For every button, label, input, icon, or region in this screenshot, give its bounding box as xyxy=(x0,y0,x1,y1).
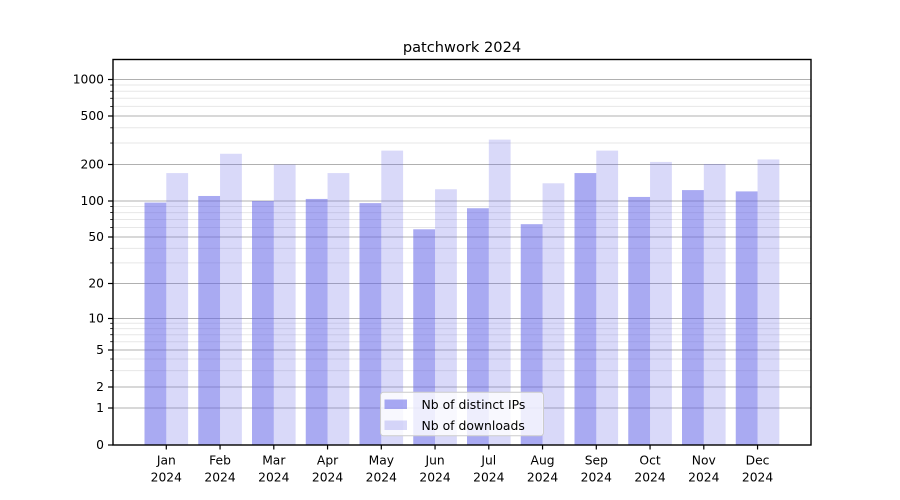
x-tick-label-month: Mar xyxy=(262,454,286,468)
bar-distinct-ips xyxy=(252,201,274,445)
bar-downloads xyxy=(220,153,242,445)
x-tick-label-year: 2024 xyxy=(688,471,719,485)
x-tick-label-month: Feb xyxy=(209,454,231,468)
bar-distinct-ips xyxy=(198,195,221,445)
legend-label-downloads: Nb of downloads xyxy=(422,418,525,433)
y-tick-label: 5 xyxy=(96,343,104,357)
x-tick-label-month: Dec xyxy=(746,454,770,468)
x-tick-label-year: 2024 xyxy=(419,471,450,485)
bar-downloads xyxy=(166,173,189,445)
x-tick-label-month: May xyxy=(369,454,394,468)
y-tick-label: 2 xyxy=(96,380,104,394)
x-tick-label-year: 2024 xyxy=(473,471,504,485)
bar-downloads xyxy=(381,150,404,445)
bar-distinct-ips xyxy=(413,229,436,445)
bar-distinct-ips xyxy=(682,190,704,445)
x-tick-label-month: Oct xyxy=(639,454,660,468)
plot-border xyxy=(112,58,812,446)
legend-swatch-distinct-ips xyxy=(384,399,407,409)
y-tick-label: 10 xyxy=(88,312,104,326)
legend-box xyxy=(380,391,544,437)
legend-swatch-downloads xyxy=(384,420,407,430)
x-tick-label-month: Nov xyxy=(692,454,716,468)
x-tick-label-year: 2024 xyxy=(258,471,289,485)
x-tick-label-year: 2024 xyxy=(634,471,665,485)
bar-distinct-ips xyxy=(735,191,758,445)
x-tick-label-year: 2024 xyxy=(366,471,397,485)
x-tick-label-month: Jan xyxy=(156,454,176,468)
bar-distinct-ips xyxy=(520,224,543,445)
y-tick-label: 100 xyxy=(81,194,104,208)
x-tick-label-month: Sep xyxy=(585,454,608,468)
x-tick-label-month: Aug xyxy=(531,454,555,468)
x-tick-label-month: Jul xyxy=(480,454,496,468)
bar-downloads xyxy=(435,189,457,445)
y-tick-label: 50 xyxy=(88,230,104,244)
legend-label-distinct-ips: Nb of distinct IPs xyxy=(422,397,526,412)
bar-distinct-ips xyxy=(305,198,328,445)
x-tick-label-year: 2024 xyxy=(742,471,773,485)
bar-distinct-ips xyxy=(144,202,167,445)
y-tick-label: 500 xyxy=(81,109,104,123)
y-tick-label: 1000 xyxy=(73,73,104,87)
y-tick-label: 20 xyxy=(88,277,104,291)
bar-distinct-ips xyxy=(628,196,651,445)
y-tick-label: 0 xyxy=(96,438,104,452)
x-tick-label-year: 2024 xyxy=(312,471,343,485)
bar-distinct-ips xyxy=(359,203,382,445)
x-tick-label-month: Jun xyxy=(424,454,444,468)
bar-downloads xyxy=(542,183,565,445)
bar-downloads xyxy=(703,163,726,445)
y-tick-label: 1 xyxy=(96,401,104,415)
bar-downloads xyxy=(596,150,619,445)
x-tick-label-month: Apr xyxy=(317,454,339,468)
bar-downloads xyxy=(488,139,511,446)
bar-distinct-ips xyxy=(574,173,597,445)
chart-title: patchwork 2024 xyxy=(403,39,521,56)
bar-downloads xyxy=(757,159,780,446)
y-tick-label: 200 xyxy=(81,158,104,172)
x-tick-label-year: 2024 xyxy=(151,471,182,485)
x-tick-label-year: 2024 xyxy=(204,471,235,485)
bar-distinct-ips xyxy=(467,208,489,445)
x-tick-label-year: 2024 xyxy=(527,471,558,485)
bar-downloads xyxy=(273,164,296,445)
bar-downloads xyxy=(327,173,350,445)
bar-downloads xyxy=(650,161,672,446)
x-tick-label-year: 2024 xyxy=(581,471,612,485)
